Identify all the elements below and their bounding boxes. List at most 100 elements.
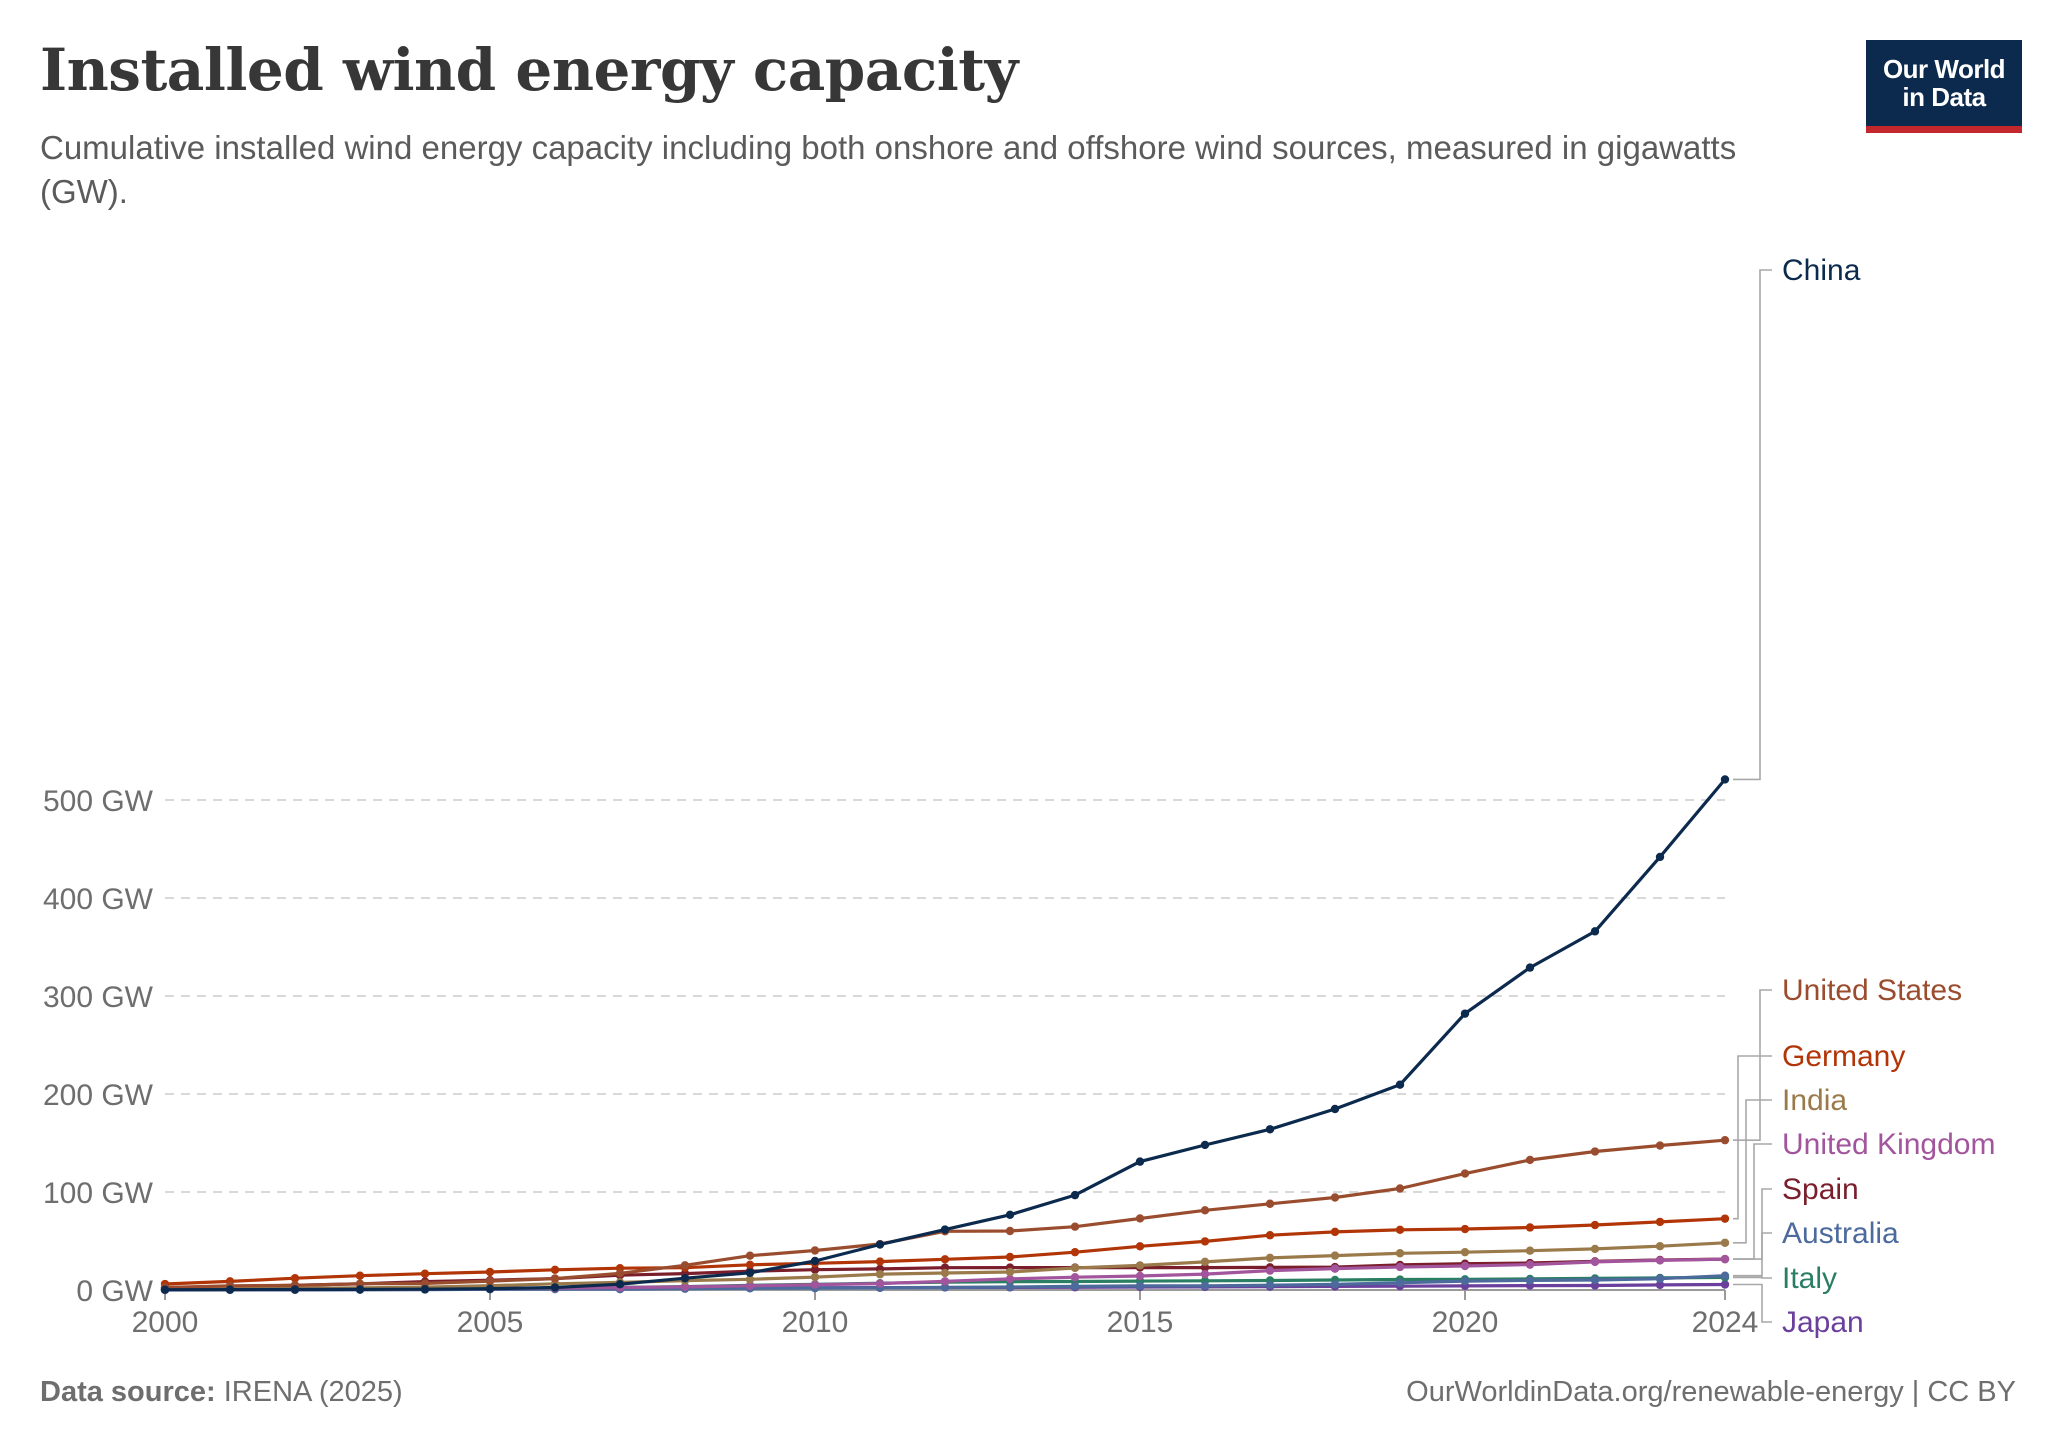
data-point — [1655, 1217, 1665, 1227]
data-point — [1395, 1184, 1405, 1193]
data-point — [1395, 1278, 1405, 1288]
data-point — [940, 1283, 950, 1292]
data-point — [1200, 1269, 1210, 1279]
data-point — [615, 1269, 625, 1278]
data-point — [1525, 1246, 1535, 1255]
data-point — [810, 1280, 820, 1289]
x-tick-label: 2015 — [1107, 1306, 1174, 1339]
leader-line-china — [1733, 269, 1772, 781]
data-point — [1135, 1242, 1145, 1251]
x-tick-label: 2000 — [132, 1306, 199, 1339]
data-source-label: Data source: — [40, 1376, 216, 1408]
data-point — [1005, 1267, 1015, 1277]
data-point — [1655, 1241, 1665, 1251]
data-point — [1330, 1251, 1340, 1260]
data-point — [485, 1284, 495, 1293]
data-point — [225, 1285, 235, 1294]
data-point — [1005, 1274, 1015, 1284]
data-point — [1590, 1220, 1600, 1230]
attribution-link[interactable]: OurWorldinData.org/renewable-energy | CC… — [1406, 1376, 2016, 1408]
data-point — [1330, 1227, 1340, 1237]
data-point — [1655, 1280, 1665, 1290]
data-point — [1200, 1140, 1210, 1150]
data-point — [420, 1285, 430, 1294]
x-tick-label: 2020 — [1432, 1306, 1499, 1339]
data-point — [745, 1260, 755, 1270]
y-tick-label: 300 GW — [43, 981, 154, 1014]
x-tick-label: 2024 — [1692, 1306, 1759, 1339]
data-point — [940, 1255, 950, 1264]
data-point — [680, 1282, 690, 1292]
logo-line-2: in Data — [1902, 82, 1986, 112]
data-point — [1460, 1169, 1470, 1178]
data-point — [745, 1281, 755, 1290]
leader-line-japan — [1733, 1283, 1772, 1323]
data-point — [1070, 1247, 1080, 1257]
data-point — [1590, 1147, 1600, 1156]
owid-logo[interactable]: Our World in Data — [1866, 40, 2022, 133]
leader-line-australia — [1733, 1232, 1772, 1277]
data-point — [1590, 1275, 1600, 1285]
series-label-germany: Germany — [1782, 1040, 1905, 1073]
data-point — [1005, 1210, 1015, 1220]
chart-subtitle: Cumulative installed wind energy capacit… — [40, 129, 1737, 210]
data-point — [1720, 1238, 1730, 1247]
data-point — [1720, 775, 1730, 784]
data-point — [1525, 1260, 1535, 1269]
data-point — [550, 1274, 560, 1283]
data-point — [420, 1279, 430, 1288]
data-point — [1590, 1257, 1600, 1267]
leader-line-germany — [1733, 1055, 1772, 1220]
axis-layer: 0 GW 100 GW 200 GW 300 GW 400 GW 500 GW 2000 20… — [43, 785, 1758, 1339]
data-point — [355, 1285, 365, 1294]
leader-line-india — [1733, 1099, 1772, 1244]
data-point — [1200, 1206, 1210, 1215]
data-point — [1395, 1225, 1405, 1235]
series-label-china: China — [1782, 254, 1861, 287]
data-point — [745, 1268, 755, 1277]
data-source: Data source: IRENA (2025) — [40, 1376, 403, 1409]
data-point — [1265, 1231, 1275, 1240]
data-point — [485, 1267, 495, 1277]
data-point — [680, 1274, 690, 1283]
data-point — [1590, 927, 1600, 936]
data-point — [940, 1225, 950, 1234]
data-point — [1070, 1263, 1080, 1273]
data-point — [1135, 1271, 1145, 1281]
data-point — [1720, 1254, 1730, 1264]
leader-line-spain — [1733, 1188, 1772, 1260]
data-point — [1070, 1222, 1080, 1231]
data-point — [1070, 1282, 1080, 1291]
data-point — [1525, 963, 1535, 972]
line-chart: 0 GW 100 GW 200 GW 300 GW 400 GW 500 GW 2000 20… — [43, 254, 1996, 1339]
data-point — [1460, 1224, 1470, 1234]
series-germany — [160, 1214, 1730, 1289]
series-label-united-states: United States — [1782, 974, 1962, 1007]
data-point — [355, 1271, 365, 1280]
data-point — [940, 1277, 950, 1286]
y-tick-label: 100 GW — [43, 1177, 154, 1210]
data-point — [1135, 1261, 1145, 1270]
data-point — [1460, 1276, 1470, 1286]
data-point — [1395, 1080, 1405, 1089]
data-point — [1330, 1104, 1340, 1114]
data-point — [810, 1272, 820, 1282]
series-label-united-kingdom: United Kingdom — [1782, 1128, 1995, 1161]
data-point — [1395, 1262, 1405, 1272]
series-label-australia: Australia — [1782, 1217, 1899, 1250]
series-label-japan: Japan — [1782, 1306, 1864, 1339]
data-point — [1525, 1223, 1535, 1232]
data-source-value[interactable]: IRENA (2025) — [223, 1376, 403, 1408]
data-point — [1265, 1199, 1275, 1208]
data-point — [745, 1251, 755, 1260]
y-tick-label: 500 GW — [43, 785, 154, 818]
data-point — [1135, 1281, 1145, 1291]
data-point — [1720, 1135, 1730, 1145]
y-tick-label: 0 GW — [76, 1275, 153, 1308]
data-point — [1200, 1281, 1210, 1290]
data-point — [1265, 1280, 1275, 1290]
data-point — [550, 1265, 560, 1275]
data-point — [1460, 1009, 1470, 1018]
data-point — [1330, 1280, 1340, 1289]
data-point — [1200, 1257, 1210, 1267]
